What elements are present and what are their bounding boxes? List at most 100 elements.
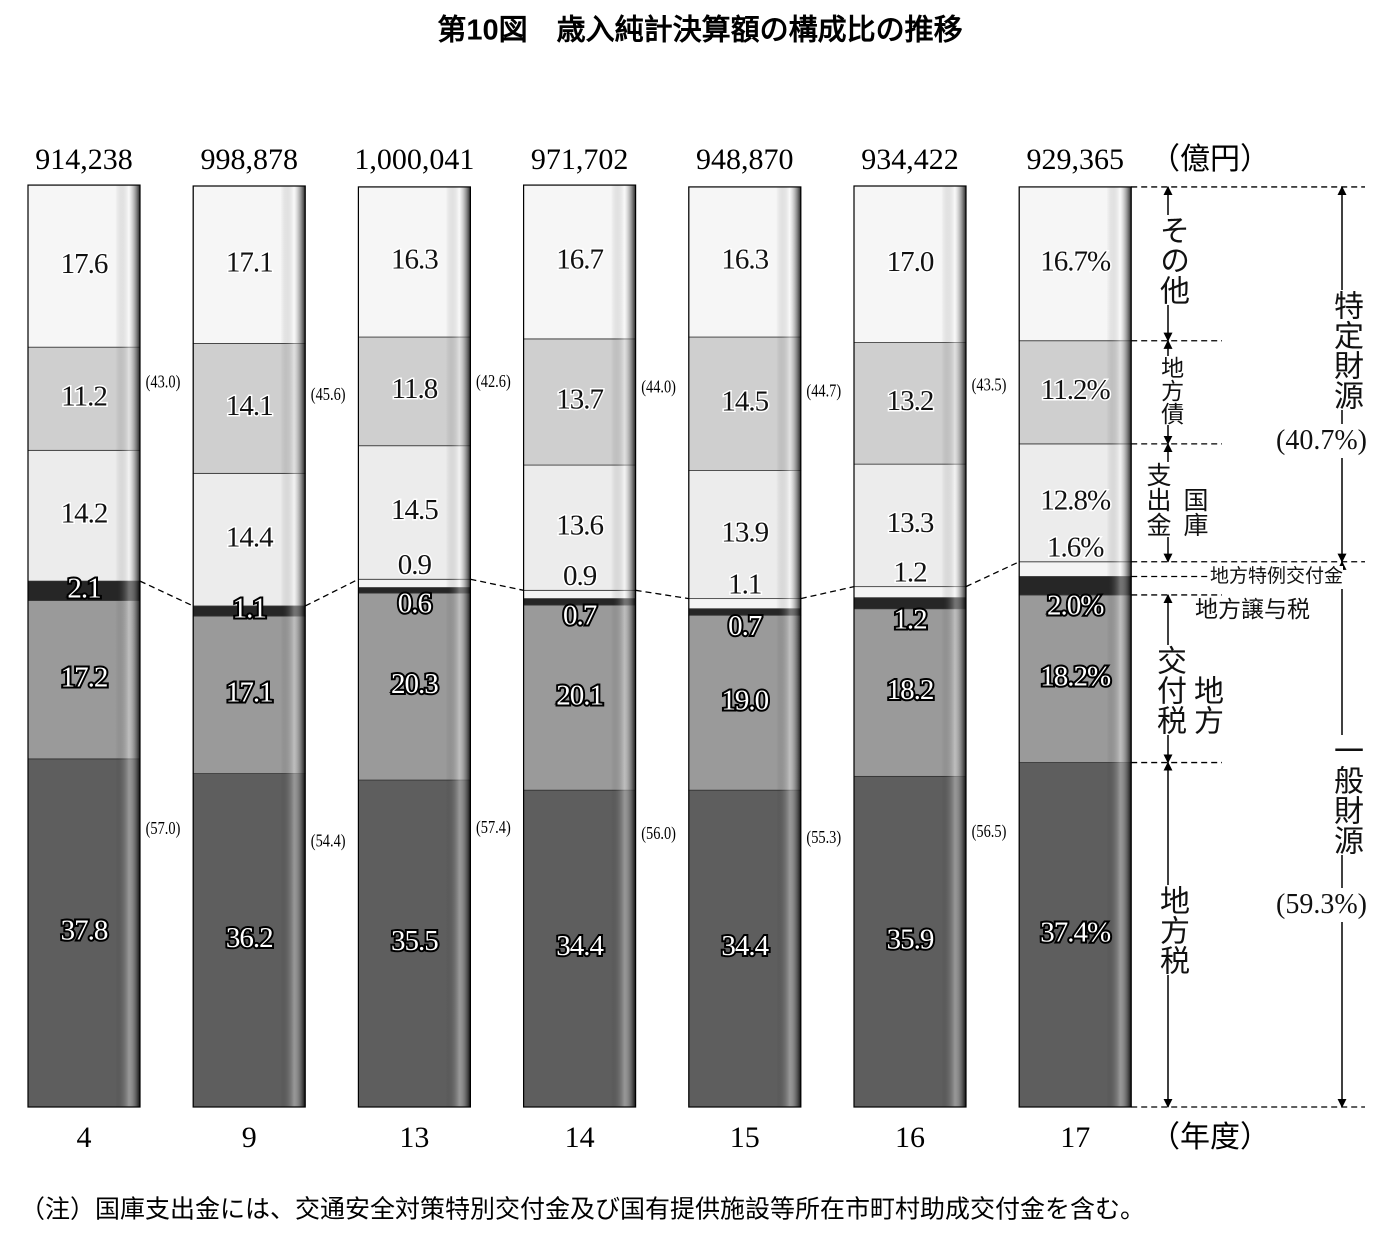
group-share-label: (54.4) bbox=[311, 830, 346, 851]
value-label: 37.8 bbox=[61, 915, 108, 947]
bar-shade bbox=[357, 186, 471, 1108]
group-share-label: (55.3) bbox=[806, 826, 841, 847]
divider-line bbox=[470, 578, 524, 591]
x-tick-label: 17 bbox=[1060, 1121, 1090, 1154]
value-label: 37.4% bbox=[1040, 916, 1111, 948]
series-label: 地方特例交付金 bbox=[1210, 566, 1344, 589]
group-share-label: (56.5) bbox=[972, 820, 1007, 841]
note: （注）国庫支出金には、交通安全対策特別交付金及び国有提供施設等所在市町村助成交付… bbox=[20, 1196, 1145, 1224]
bar-shade bbox=[192, 185, 306, 1108]
value-label: 16.3 bbox=[391, 244, 438, 276]
bar-shade bbox=[1018, 186, 1132, 1108]
x-axis-label: （年度） bbox=[1150, 1121, 1270, 1154]
series-label: 地方債 bbox=[1156, 356, 1184, 425]
value-label: 17.1 bbox=[226, 677, 273, 709]
value-label: 2.0% bbox=[1047, 590, 1104, 622]
value-label: 13.6 bbox=[556, 509, 603, 541]
value-label: 19.0 bbox=[721, 684, 768, 716]
value-label: 1.2 bbox=[893, 556, 926, 588]
value-label: 17.6 bbox=[61, 248, 108, 280]
x-tick-label: 14 bbox=[565, 1121, 595, 1154]
divider-line bbox=[965, 561, 1020, 588]
value-label: 0.7 bbox=[728, 610, 762, 642]
value-label: 13.9 bbox=[721, 516, 768, 548]
value-label: 11.2 bbox=[61, 380, 107, 412]
value-label: 14.5 bbox=[721, 385, 768, 417]
x-tick-label: 9 bbox=[242, 1121, 257, 1154]
group-share-label: (59.3%) bbox=[1276, 888, 1367, 922]
group-label: 一般財源 bbox=[1327, 735, 1363, 855]
divider-line bbox=[139, 580, 194, 607]
value-label: 34.4 bbox=[721, 930, 769, 962]
value-label: 13.3 bbox=[887, 507, 934, 539]
value-label: 14.5 bbox=[391, 494, 438, 526]
x-tick-label: 4 bbox=[77, 1121, 92, 1154]
plot: 37.8 17.2 2.1 14.2 11.2 17.6 914,238 4 (43.0) (57… bbox=[27, 143, 1365, 1154]
group-share-label: (45.6) bbox=[311, 384, 346, 405]
x-tick-label: 15 bbox=[730, 1121, 760, 1154]
total-label: 929,365 bbox=[1026, 143, 1124, 176]
value-label: 11.2% bbox=[1041, 374, 1111, 406]
bar-shade bbox=[688, 186, 802, 1108]
value-label: 13.2 bbox=[887, 385, 934, 417]
value-label: 0.6 bbox=[398, 588, 432, 620]
divider-line bbox=[304, 578, 359, 607]
value-label: 1.1 bbox=[728, 568, 761, 600]
bar-shade bbox=[27, 184, 141, 1108]
unit-label: （億円） bbox=[1150, 143, 1270, 176]
series-label: その他 bbox=[1153, 215, 1189, 305]
total-label: 1,000,041 bbox=[354, 143, 474, 176]
group-share-label: (44.0) bbox=[641, 376, 676, 397]
series-label: 地方交付税 bbox=[1150, 645, 1224, 735]
group-share-label: (43.5) bbox=[972, 374, 1007, 395]
group-share-label: (56.0) bbox=[641, 822, 676, 843]
group-share-label: (57.0) bbox=[146, 818, 181, 839]
value-label: 18.2 bbox=[887, 674, 934, 706]
value-label: 14.4 bbox=[226, 521, 274, 553]
group-share-label: (40.7%) bbox=[1276, 424, 1367, 458]
value-label: 17.0 bbox=[887, 246, 934, 278]
divider-line bbox=[635, 589, 689, 600]
value-label: 14.2 bbox=[61, 497, 108, 529]
value-label: 0.9 bbox=[398, 549, 432, 581]
total-label: 998,878 bbox=[200, 143, 298, 176]
x-tick-label: 13 bbox=[399, 1121, 429, 1154]
group-share-label: (57.4) bbox=[476, 817, 511, 838]
value-label: 2.1 bbox=[67, 572, 100, 604]
group-share-label: (42.6) bbox=[476, 370, 511, 391]
x-tick-label: 16 bbox=[895, 1121, 925, 1154]
series-label: 国庫支出金 bbox=[1143, 462, 1212, 537]
value-label: 36.2 bbox=[226, 922, 273, 954]
series-label: 地方税 bbox=[1153, 885, 1189, 975]
value-label: 13.7 bbox=[556, 384, 603, 416]
value-label: 17.1 bbox=[226, 246, 273, 278]
value-label: 20.1 bbox=[556, 679, 603, 711]
group-label: 特定財源 bbox=[1327, 290, 1363, 410]
value-label: 14.1 bbox=[226, 390, 273, 422]
value-label: 12.8% bbox=[1040, 484, 1111, 516]
value-label: 35.5 bbox=[391, 925, 438, 957]
total-label: 948,870 bbox=[696, 143, 794, 176]
value-label: 35.9 bbox=[887, 923, 934, 955]
value-label: 16.3 bbox=[721, 244, 768, 276]
total-label: 934,422 bbox=[861, 143, 959, 176]
bar-shade bbox=[522, 184, 637, 1108]
series-label: 地方譲与税 bbox=[1195, 596, 1310, 624]
group-share-label: (43.0) bbox=[146, 371, 181, 392]
value-label: 34.4 bbox=[556, 930, 604, 962]
value-label: 17.2 bbox=[61, 661, 108, 693]
value-label: 16.7 bbox=[556, 244, 603, 276]
value-label: 1.6% bbox=[1047, 531, 1104, 563]
value-label: 20.3 bbox=[391, 668, 438, 700]
total-label: 971,702 bbox=[531, 143, 629, 176]
value-label: 0.9 bbox=[563, 560, 597, 592]
chart-title: 第10図 歳入純計決算額の構成比の推移 bbox=[437, 13, 962, 47]
total-label: 914,238 bbox=[35, 143, 133, 176]
divider-line bbox=[800, 586, 855, 600]
value-label: 0.7 bbox=[563, 600, 597, 632]
value-label: 1.1 bbox=[233, 593, 266, 625]
bar-shade bbox=[853, 185, 967, 1108]
value-label: 16.7% bbox=[1040, 245, 1111, 277]
